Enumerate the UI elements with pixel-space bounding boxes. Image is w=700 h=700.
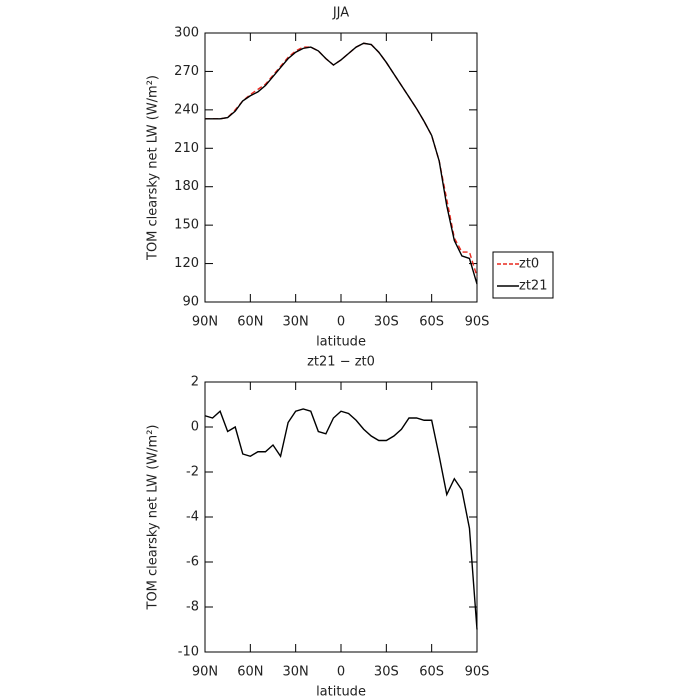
y-tick-label: 150 [174, 218, 199, 233]
x-tick-label: 90N [192, 315, 218, 330]
y-axis-label: TOM clearsky net LW (W/m²) [146, 75, 161, 261]
series-line [204, 408, 478, 630]
legend-label: zt0 [519, 257, 539, 272]
y-tick-label: -10 [178, 645, 199, 660]
x-tick-label: 30N [283, 315, 309, 330]
x-axis-label: latitude [316, 685, 366, 700]
y-tick-label: 120 [174, 256, 199, 271]
y-tick-label: -4 [186, 510, 199, 525]
x-tick-label: 60S [419, 665, 444, 680]
y-tick-label: 90 [182, 295, 199, 310]
y-tick-label: -8 [186, 600, 199, 615]
y-tick-label: 240 [174, 102, 199, 117]
x-tick-label: 90S [465, 315, 490, 330]
legend-label: zt21 [519, 279, 547, 294]
x-tick-label: 30N [283, 665, 309, 680]
legend-box [492, 251, 554, 299]
x-tick-label: 30S [374, 315, 399, 330]
x-tick-label: 60S [419, 315, 444, 330]
x-tick-label: 0 [337, 315, 345, 330]
y-tick-label: -2 [186, 465, 199, 480]
chart-title: JJA [332, 6, 349, 21]
y-axis-label: TOM clearsky net LW (W/m²) [146, 424, 161, 610]
series-line [205, 42, 478, 277]
x-tick-label: 0 [337, 665, 345, 680]
y-tick-label: 300 [174, 26, 199, 41]
x-tick-label: 60N [237, 665, 263, 680]
x-tick-label: 90N [192, 665, 218, 680]
plot-frame [204, 381, 478, 653]
y-tick-label: 210 [174, 141, 199, 156]
y-tick-label: 2 [191, 375, 199, 390]
chart-title: zt21 − zt0 [307, 355, 375, 370]
x-tick-label: 90S [465, 665, 490, 680]
y-tick-label: 0 [191, 420, 199, 435]
y-tick-label: 270 [174, 64, 199, 79]
y-tick-label: 180 [174, 179, 199, 194]
series-line [205, 42, 478, 285]
x-axis-label: latitude [316, 335, 366, 350]
x-tick-label: 30S [374, 665, 399, 680]
x-tick-label: 60N [237, 315, 263, 330]
y-tick-label: -6 [186, 555, 199, 570]
plot-frame [204, 32, 478, 303]
